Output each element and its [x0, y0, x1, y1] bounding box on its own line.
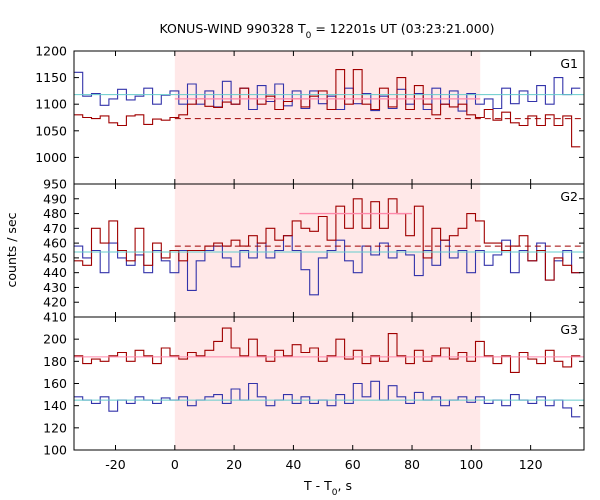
plot-layer: 95010001050110011501200G1410420430440450…	[35, 44, 585, 472]
g1-y-tick-label: 1050	[35, 123, 67, 138]
g3-y-tick-label: 120	[43, 420, 67, 435]
g2-y-tick-label: 420	[43, 295, 67, 310]
g3-panel-label: G3	[560, 322, 578, 337]
x-tick-label: 120	[519, 457, 543, 472]
g1-y-tick-label: 1000	[35, 150, 67, 165]
g3-y-tick-label: 160	[43, 376, 67, 391]
x-tick-label: -20	[105, 457, 125, 472]
y-axis-label: counts / sec	[4, 212, 19, 287]
g3-y-tick-label: 200	[43, 332, 67, 347]
g2-series-2-line	[74, 198, 581, 281]
g1-panel-label: G1	[560, 56, 578, 71]
x-tick-label: 40	[285, 457, 301, 472]
g2-y-tick-label: 440	[43, 265, 67, 280]
x-tick-label: 80	[404, 457, 420, 472]
x-axis-label: T - T0, s	[303, 478, 352, 498]
g2-y-tick-label: 460	[43, 236, 67, 251]
g3-y-tick-label: 140	[43, 398, 67, 413]
x-tick-label: 0	[171, 457, 179, 472]
g2-y-tick-label: 450	[43, 250, 67, 265]
g1-y-tick-label: 950	[43, 177, 67, 192]
g1-series-2-line	[74, 69, 581, 148]
g3-series-1-line	[74, 380, 581, 418]
g2-y-tick-label: 470	[43, 221, 67, 236]
g1-y-tick-label: 1200	[35, 44, 67, 59]
g3-y-tick-label: 180	[43, 354, 67, 369]
chart-title: KONUS-WIND 990328 T0 = 12201s UT (03:23:…	[159, 21, 494, 41]
g2-y-tick-label: 490	[43, 191, 67, 206]
x-tick-label: 60	[345, 457, 361, 472]
g2-panel-label: G2	[560, 189, 578, 204]
x-tick-label: 20	[226, 457, 242, 472]
g2-y-tick-label: 480	[43, 206, 67, 221]
g1-y-tick-label: 1100	[35, 97, 67, 112]
g3-series-2-line	[74, 327, 581, 373]
g3-y-tick-label: 100	[43, 443, 67, 458]
x-tick-label: 100	[459, 457, 483, 472]
g2-y-tick-label: 410	[43, 310, 67, 325]
g1-y-tick-label: 1150	[35, 70, 67, 85]
g2-y-tick-label: 430	[43, 280, 67, 295]
